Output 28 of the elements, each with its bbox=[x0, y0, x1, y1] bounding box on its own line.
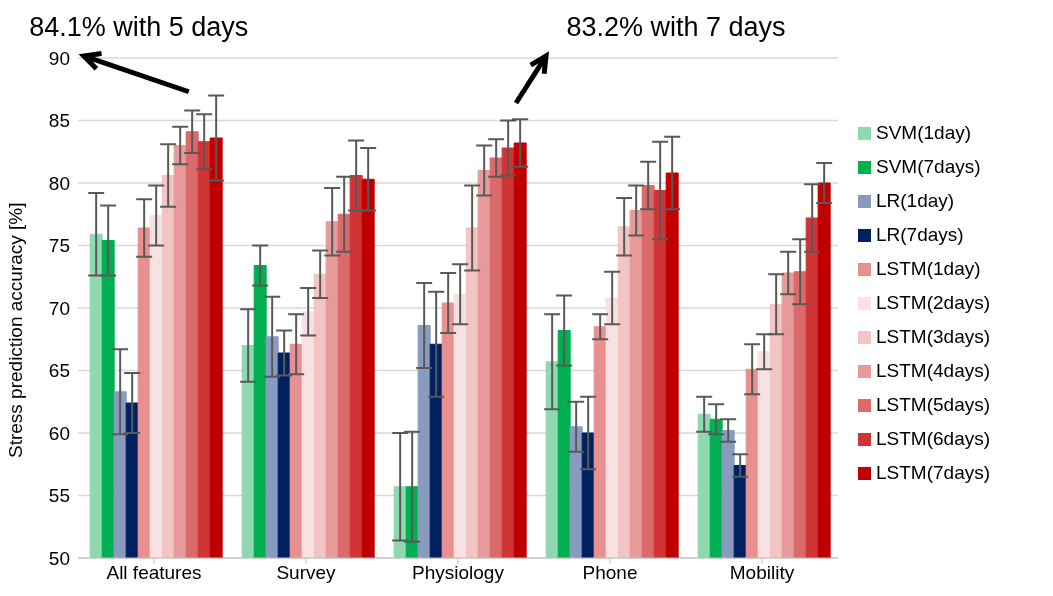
y-tick-label: 85 bbox=[48, 110, 70, 132]
y-tick-label: 70 bbox=[48, 297, 70, 319]
x-tick-label: All features bbox=[106, 562, 202, 584]
y-tick-label: 80 bbox=[48, 172, 70, 194]
legend-label: LSTM(7days) bbox=[876, 462, 991, 484]
legend-label: LSTM(5days) bbox=[876, 394, 991, 416]
y-tick-label: 60 bbox=[48, 422, 70, 444]
x-tick-label: Phone bbox=[582, 562, 638, 584]
y-tick-label: 75 bbox=[48, 235, 70, 257]
legend-label: LSTM(3days) bbox=[876, 326, 991, 348]
legend-label: LSTM(6days) bbox=[876, 428, 991, 450]
text: 84.1% with 5 days bbox=[29, 12, 249, 42]
legend-label: SVM(1day) bbox=[876, 122, 972, 144]
y-tick-label: 55 bbox=[48, 485, 70, 507]
legend-label: LR(1day) bbox=[876, 190, 955, 212]
x-tick-label: Mobility bbox=[729, 562, 795, 584]
legend-label: LR(7days) bbox=[876, 224, 964, 246]
legend-label: SVM(7days) bbox=[876, 156, 981, 178]
x-tick-label: Survey bbox=[276, 562, 337, 584]
legend-label: LSTM(1day) bbox=[876, 258, 981, 280]
text: 83.2% with 7 days bbox=[566, 12, 786, 42]
x-tick-label: Physiology bbox=[412, 562, 505, 584]
legend-label: LSTM(2days) bbox=[876, 292, 991, 314]
y-tick-label: 50 bbox=[48, 547, 70, 569]
y-tick-label: 90 bbox=[48, 47, 70, 69]
legend-label: LSTM(4days) bbox=[876, 360, 991, 382]
y-axis-title: Stress prediction accuracy [%] bbox=[4, 202, 26, 458]
y-tick-label: 65 bbox=[48, 360, 70, 382]
